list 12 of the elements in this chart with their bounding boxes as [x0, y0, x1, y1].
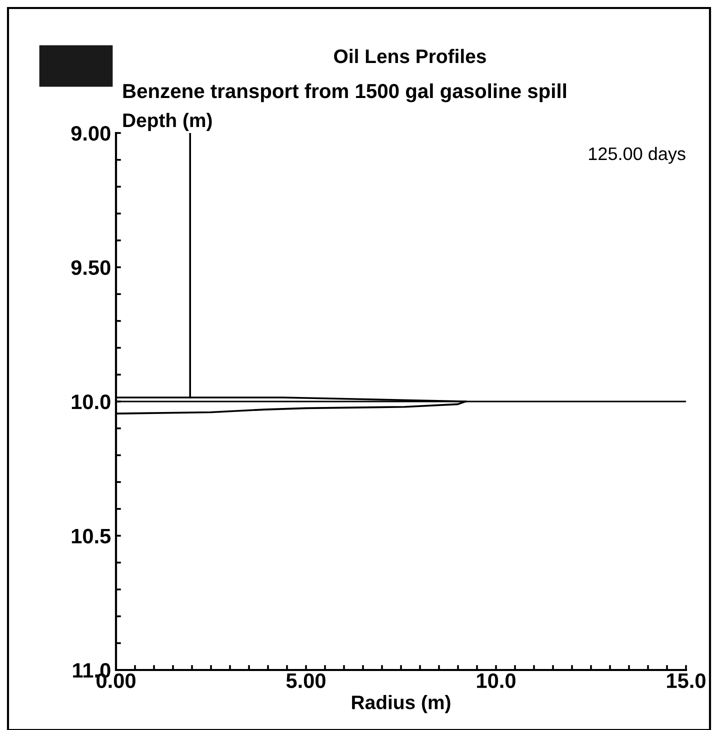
x-tick-label: 10.0: [477, 673, 516, 688]
chart-subtitle: Benzene transport from 1500 gal gasoline spill: [123, 83, 566, 102]
x-axis-title: Radius (m): [352, 694, 450, 714]
chart-title: Oil Lens Profiles: [334, 48, 486, 64]
y-tick-label: 10.0: [72, 394, 110, 410]
y-tick-label: 9.00: [71, 126, 110, 141]
y-axis-title: Depth (m): [123, 112, 212, 132]
annotation: 125.00 days: [589, 146, 686, 164]
x-tick-label: 15.0: [667, 673, 706, 688]
y-tick-label: 10.5: [72, 528, 111, 544]
y-tick-label: 9.50: [71, 260, 110, 276]
x-tick-label: 5.00: [286, 673, 326, 688]
